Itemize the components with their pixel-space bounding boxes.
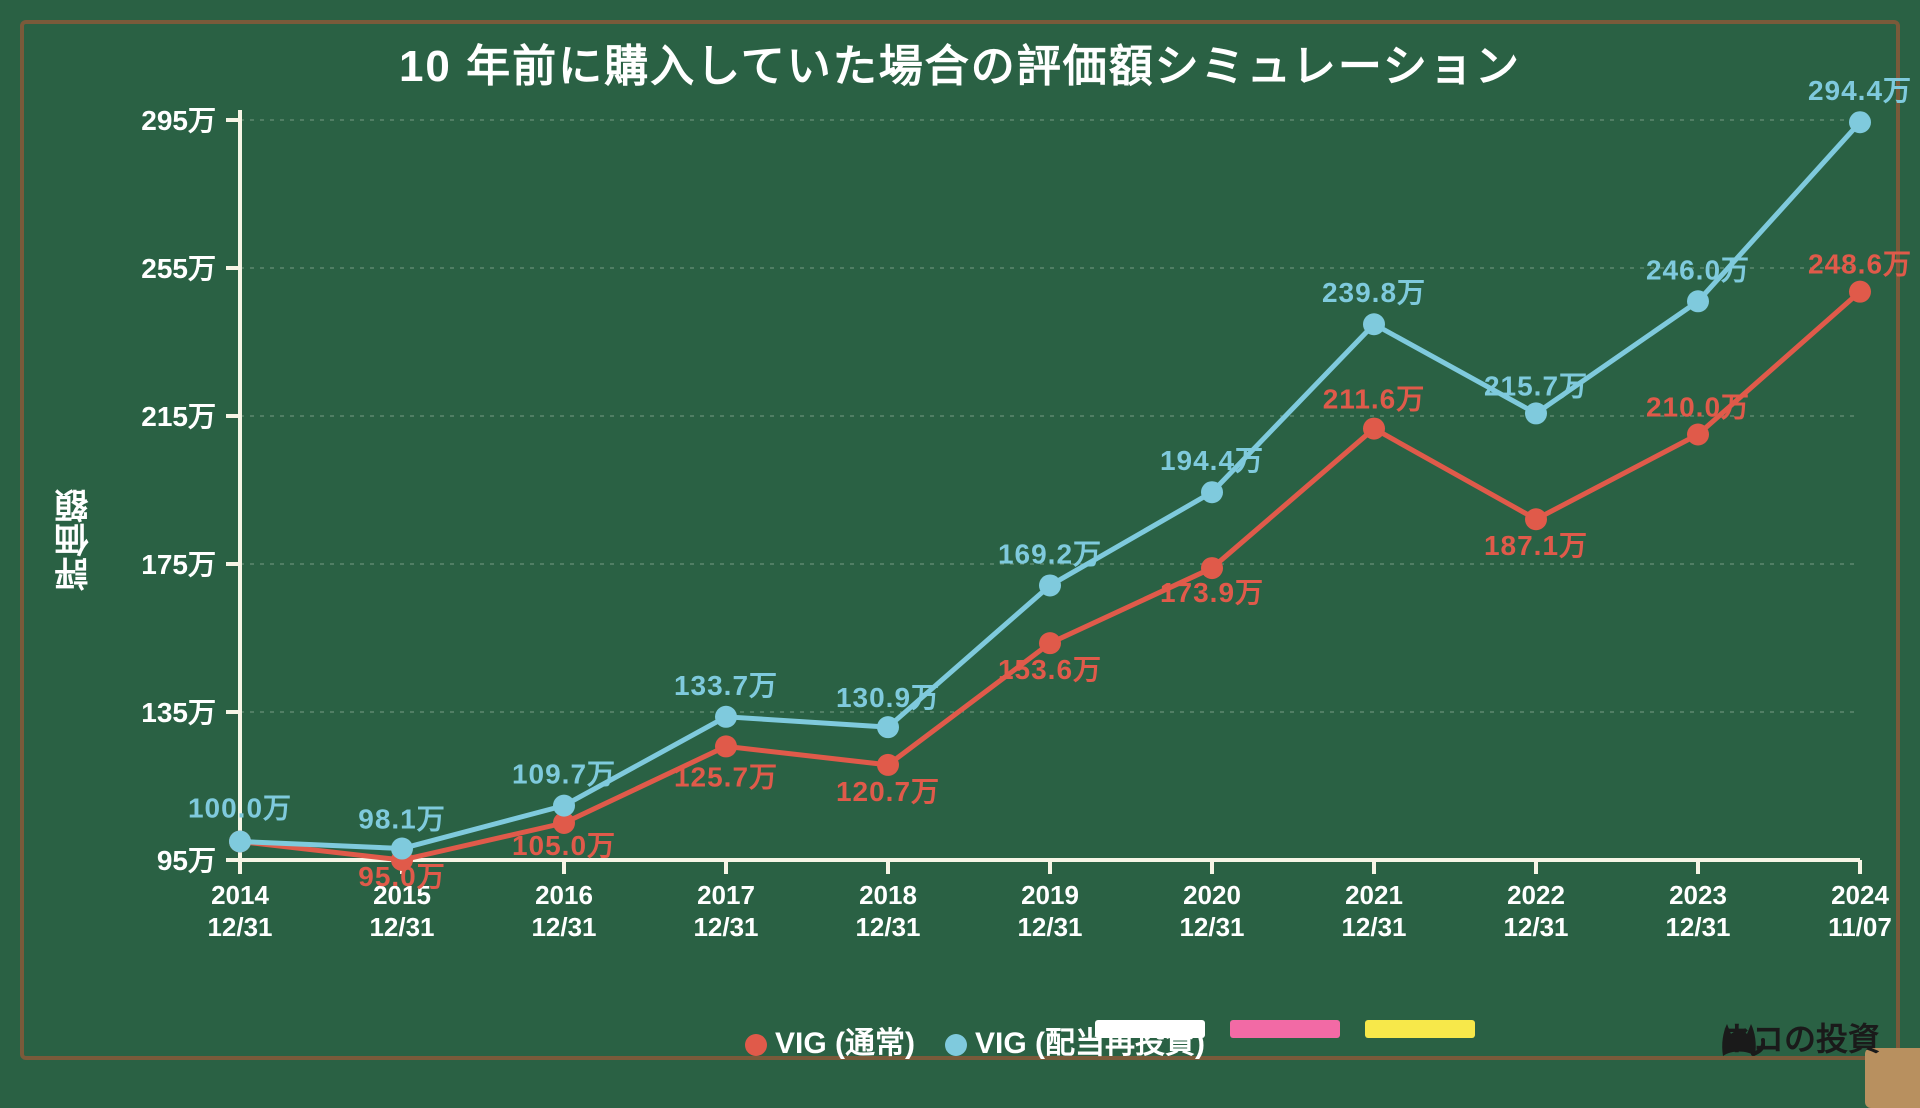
chart-area: 95万135万175万215万255万295万201412/31201512/3…	[0, 0, 1920, 1080]
svg-text:98.1万: 98.1万	[358, 804, 446, 835]
svg-text:187.1万: 187.1万	[1484, 530, 1588, 561]
svg-text:175万: 175万	[141, 549, 216, 580]
svg-text:169.2万: 169.2万	[998, 538, 1102, 569]
svg-text:295万: 295万	[141, 105, 216, 136]
svg-text:133.7万: 133.7万	[674, 670, 778, 701]
svg-text:95万: 95万	[157, 845, 216, 876]
svg-text:95.0万: 95.0万	[358, 861, 446, 892]
svg-text:2020: 2020	[1183, 880, 1241, 910]
legend-label: VIG (配当再投資)	[975, 1027, 1205, 1060]
svg-text:173.9万: 173.9万	[1160, 577, 1264, 608]
svg-text:135万: 135万	[141, 697, 216, 728]
svg-text:120.7万: 120.7万	[836, 776, 940, 807]
svg-text:109.7万: 109.7万	[512, 759, 616, 790]
svg-text:12/31: 12/31	[1665, 912, 1730, 942]
svg-text:255万: 255万	[141, 253, 216, 284]
svg-text:246.0万: 246.0万	[1646, 254, 1750, 285]
svg-text:2018: 2018	[859, 880, 917, 910]
svg-text:153.6万: 153.6万	[998, 654, 1102, 685]
svg-text:12/31: 12/31	[1503, 912, 1568, 942]
svg-text:12/31: 12/31	[693, 912, 758, 942]
svg-text:2024: 2024	[1831, 880, 1889, 910]
svg-text:12/31: 12/31	[1341, 912, 1406, 942]
svg-text:2023: 2023	[1669, 880, 1727, 910]
svg-text:210.0万: 210.0万	[1646, 392, 1750, 423]
svg-text:130.9万: 130.9万	[836, 682, 940, 713]
svg-text:12/31: 12/31	[855, 912, 920, 942]
svg-text:12/31: 12/31	[369, 912, 434, 942]
svg-text:2014: 2014	[211, 880, 269, 910]
svg-text:105.0万: 105.0万	[512, 830, 616, 861]
svg-text:12/31: 12/31	[531, 912, 596, 942]
legend-dot	[945, 1034, 967, 1056]
svg-text:12/31: 12/31	[1017, 912, 1082, 942]
svg-text:125.7万: 125.7万	[674, 761, 778, 792]
svg-text:11/07: 11/07	[1828, 912, 1892, 942]
svg-text:239.8万: 239.8万	[1322, 277, 1426, 308]
chart-svg: 95万135万175万215万255万295万201412/31201512/3…	[0, 0, 1920, 1080]
legend: VIG (通常) VIG (配当再投資)	[0, 1018, 1920, 1062]
svg-text:211.6万: 211.6万	[1323, 384, 1426, 415]
svg-text:215.7万: 215.7万	[1484, 370, 1588, 401]
svg-text:215万: 215万	[141, 401, 216, 432]
svg-text:2019: 2019	[1021, 880, 1079, 910]
svg-text:248.6万: 248.6万	[1808, 249, 1912, 280]
svg-text:2021: 2021	[1345, 880, 1403, 910]
svg-text:100.0万: 100.0万	[188, 793, 292, 824]
svg-text:2017: 2017	[697, 880, 755, 910]
svg-text:2022: 2022	[1507, 880, 1565, 910]
svg-text:294.4万: 294.4万	[1808, 75, 1912, 106]
svg-text:194.4万: 194.4万	[1160, 445, 1264, 476]
svg-text:12/31: 12/31	[1179, 912, 1244, 942]
legend-dot	[745, 1034, 767, 1056]
svg-text:2016: 2016	[535, 880, 593, 910]
svg-text:12/31: 12/31	[207, 912, 272, 942]
legend-label: VIG (通常)	[775, 1027, 915, 1060]
cat-icon	[1717, 1014, 1765, 1058]
watermark: ネコの投資	[1717, 1014, 1880, 1060]
